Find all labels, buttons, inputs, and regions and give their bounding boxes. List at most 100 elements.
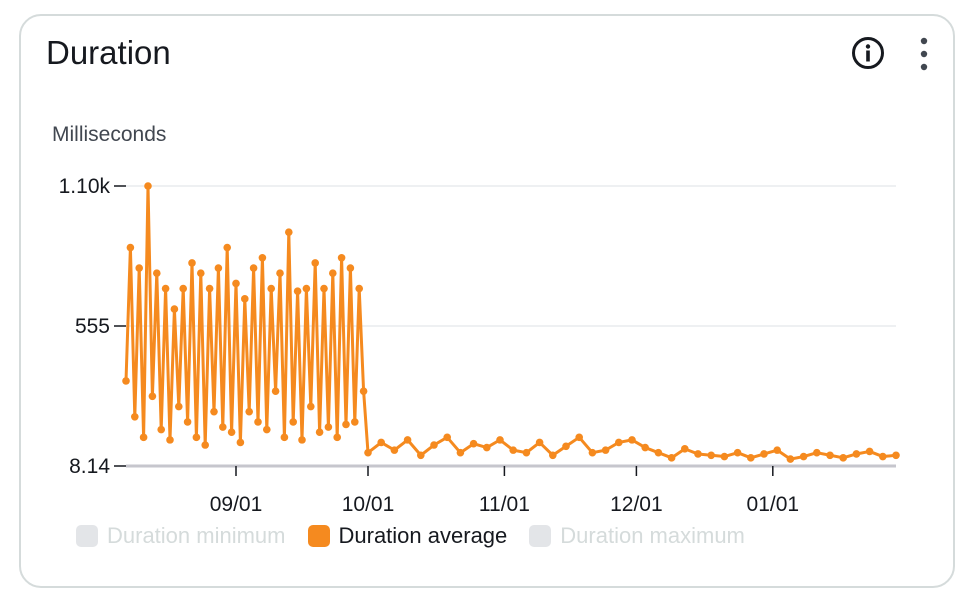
data-point: [249, 264, 258, 272]
data-point: [131, 412, 139, 421]
y-tick-label: 1.10k: [59, 175, 111, 198]
data-point: [197, 269, 205, 277]
data-point: [694, 450, 702, 458]
data-point: [329, 269, 337, 277]
data-point: [245, 407, 253, 416]
data-point: [733, 448, 742, 457]
data-point: [285, 228, 293, 236]
data-point: [161, 284, 170, 293]
data-point: [601, 446, 610, 454]
legend-item-duration-average[interactable]: Duration average: [307, 523, 508, 549]
data-point: [280, 433, 289, 442]
x-tick-label: 10/01: [342, 493, 395, 516]
y-tick-label: 8.14: [69, 455, 110, 478]
x-tick-label: 09/01: [210, 493, 263, 516]
x-tick-label: 01/01: [747, 493, 800, 516]
data-point: [214, 264, 223, 272]
data-point: [236, 438, 245, 447]
data-point: [443, 433, 452, 442]
legend-item-duration-minimum[interactable]: Duration minimum: [76, 523, 286, 549]
data-point: [430, 441, 438, 449]
data-point: [201, 441, 209, 449]
legend-label-average: Duration average: [338, 523, 508, 548]
chart-legend: Duration minimum Duration average Durati…: [76, 523, 767, 549]
data-point: [342, 420, 350, 429]
data-point: [496, 436, 504, 444]
legend-label-maximum: Duration maximum: [560, 523, 745, 548]
data-point: [417, 451, 425, 460]
data-point: [293, 287, 302, 295]
data-point: [390, 446, 399, 454]
data-point: [219, 423, 227, 431]
data-point: [654, 448, 663, 457]
data-point: [760, 450, 768, 458]
legend-swatch-average: [307, 525, 330, 547]
data-point: [351, 418, 359, 426]
data-point: [192, 433, 201, 442]
data-point: [786, 455, 795, 463]
data-point: [588, 448, 597, 457]
data-point: [720, 452, 729, 461]
data-point: [333, 433, 342, 442]
data-point: [205, 284, 214, 293]
data-point: [403, 436, 412, 444]
data-point: [232, 279, 240, 288]
data-point: [535, 438, 544, 447]
x-axis-ticks: 09/01 10/01 11/01 12/01 01/01: [210, 466, 799, 516]
data-point: [175, 402, 183, 411]
data-point: [562, 442, 570, 451]
data-point: [148, 392, 157, 401]
data-point: [289, 418, 298, 426]
data-point: [813, 448, 821, 457]
data-point: [126, 243, 135, 252]
data-point: [469, 439, 478, 448]
data-point: [799, 452, 808, 461]
data-point: [307, 402, 315, 411]
legend-label-minimum: Duration minimum: [107, 523, 286, 548]
data-point: [826, 451, 834, 460]
data-point: [549, 451, 557, 460]
data-point: [575, 433, 583, 442]
data-point: [377, 438, 386, 447]
data-point: [320, 284, 328, 293]
duration-widget: Duration Milliseconds: [19, 14, 955, 588]
data-point: [628, 436, 636, 444]
x-tick-label: 11/01: [479, 493, 530, 516]
legend-swatch-minimum: [76, 525, 98, 547]
legend-item-duration-maximum[interactable]: Duration maximum: [529, 523, 745, 549]
data-point: [355, 284, 364, 293]
y-axis-label: Milliseconds: [52, 123, 167, 146]
data-point: [364, 448, 372, 457]
legend-swatch-maximum: [529, 525, 552, 547]
data-point: [241, 295, 249, 303]
y-axis-ticks: 1.10k 555 8.14: [59, 175, 126, 478]
data-point: [276, 269, 284, 277]
data-point: [315, 428, 324, 436]
data-point: [271, 387, 280, 395]
data-point: [707, 451, 715, 460]
data-point: [865, 447, 874, 456]
data-point: [166, 436, 174, 444]
data-point: [747, 454, 755, 462]
info-circle-icon[interactable]: [851, 36, 885, 70]
data-point: [135, 264, 143, 272]
data-point: [254, 418, 262, 426]
data-point: [852, 450, 861, 458]
data-point: [359, 387, 368, 395]
data-point: [667, 454, 676, 462]
data-point: [258, 254, 267, 262]
more-vertical-icon[interactable]: [914, 36, 934, 72]
data-point: [483, 443, 491, 452]
data-point: [324, 423, 333, 431]
data-point: [179, 284, 187, 293]
y-tick-label: 555: [75, 315, 110, 338]
data-point: [509, 446, 517, 454]
data-point: [223, 243, 231, 252]
data-point: [183, 418, 192, 426]
data-point: [144, 182, 152, 190]
data-point: [311, 259, 320, 267]
data-point: [263, 425, 271, 434]
data-point: [122, 377, 130, 385]
data-point: [522, 448, 531, 457]
